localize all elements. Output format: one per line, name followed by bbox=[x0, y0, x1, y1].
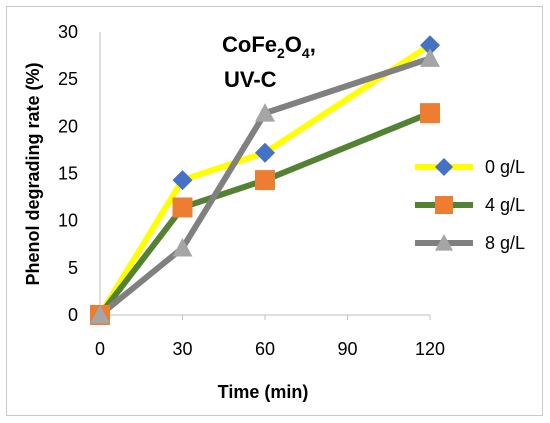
x-tick-label: 120 bbox=[415, 339, 445, 359]
data-point bbox=[420, 35, 440, 56]
legend-item: 8 g/L bbox=[415, 233, 525, 253]
legend: 0 g/L 4 g/L 8 g/L bbox=[415, 157, 525, 253]
chart-frame bbox=[6, 6, 543, 416]
legend-item: 0 g/L bbox=[415, 157, 525, 177]
data-point bbox=[172, 170, 193, 191]
y-tick-label: 5 bbox=[68, 258, 78, 278]
y-tick-label: 20 bbox=[58, 116, 78, 136]
chart-annotation-light: UV-C bbox=[224, 67, 277, 92]
x-tick-labels: 0 30 60 90 120 bbox=[95, 315, 445, 359]
legend-marker bbox=[435, 234, 453, 251]
y-tick-labels: 0 5 10 15 20 25 30 bbox=[58, 22, 78, 325]
legend-label: 0 g/L bbox=[485, 157, 525, 177]
y-tick-label: 10 bbox=[58, 211, 78, 231]
x-tick-label: 90 bbox=[337, 339, 357, 359]
x-tick-label: 60 bbox=[255, 339, 275, 359]
data-point bbox=[172, 197, 193, 218]
y-axis-title: Phenol degrading rate (%) bbox=[23, 62, 43, 285]
x-axis-title: Time (min) bbox=[218, 382, 309, 402]
chart-annotation-formula: CoFe2O4, bbox=[222, 32, 316, 61]
series-layer bbox=[90, 35, 440, 325]
series-2 bbox=[97, 110, 432, 317]
data-point bbox=[255, 142, 275, 163]
y-tick-label: 30 bbox=[58, 22, 78, 42]
legend-marker bbox=[435, 196, 453, 214]
legend-label: 8 g/L bbox=[485, 233, 525, 253]
series-3-markers bbox=[90, 48, 440, 324]
legend-marker bbox=[435, 158, 453, 176]
series-1 bbox=[97, 42, 432, 317]
y-tick-label: 25 bbox=[58, 69, 78, 89]
series-3 bbox=[98, 55, 431, 318]
data-point bbox=[420, 48, 440, 67]
x-tick-label: 0 bbox=[95, 339, 105, 359]
y-tick-label: 0 bbox=[68, 305, 78, 325]
series-line bbox=[97, 110, 432, 317]
data-point bbox=[255, 103, 275, 122]
data-point bbox=[90, 305, 110, 324]
data-point bbox=[420, 103, 440, 124]
legend-label: 4 g/L bbox=[485, 195, 525, 215]
y-tick-label: 15 bbox=[58, 164, 78, 184]
x-tick-label: 30 bbox=[172, 339, 192, 359]
series-line bbox=[98, 55, 431, 318]
legend-item: 4 g/L bbox=[415, 195, 525, 215]
data-point bbox=[255, 170, 275, 191]
series-2-markers bbox=[90, 103, 440, 325]
series-line bbox=[97, 42, 432, 317]
data-point bbox=[172, 238, 193, 257]
